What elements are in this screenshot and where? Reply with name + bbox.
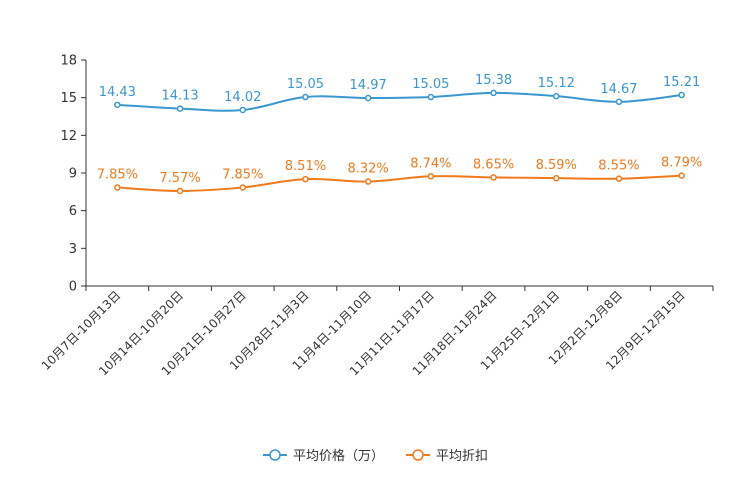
legend: 平均价格（万） 平均折扣 <box>263 448 488 464</box>
data-point[interactable] <box>615 175 623 182</box>
series-2: 7.85% 7.57% 7.85% 8.51% 8.32% 8.74% 8.65% 8.59%… <box>97 156 702 195</box>
data-point[interactable] <box>176 105 184 112</box>
data-label: 8.32% <box>347 162 388 177</box>
y-tick-label: 6 <box>69 204 77 219</box>
series-1: 14.43 14.13 14.02 15.05 14.97 15.05 15.38 15.12… <box>99 73 700 114</box>
y-tick-label: 0 <box>69 280 77 295</box>
legend-marker-icon <box>412 449 424 461</box>
data-point[interactable] <box>678 91 685 99</box>
data-point[interactable] <box>427 93 435 101</box>
data-point[interactable] <box>364 94 372 102</box>
legend-label: 平均价格（万） <box>293 448 384 464</box>
data-label: 14.13 <box>161 89 198 104</box>
data-label: 8.59% <box>536 158 577 173</box>
data-label: 7.57% <box>159 171 200 186</box>
data-point[interactable] <box>553 174 560 182</box>
y-tick-label: 18 <box>60 54 77 69</box>
data-label: 8.51% <box>285 159 326 174</box>
y-tick-label: 12 <box>60 129 77 144</box>
data-point[interactable] <box>490 89 497 97</box>
data-point[interactable] <box>176 187 184 195</box>
data-label: 15.12 <box>538 76 575 91</box>
series-layer: 14.43 14.13 14.02 15.05 14.97 15.05 15.38 15.12… <box>97 73 702 195</box>
data-label: 8.55% <box>598 159 639 174</box>
data-point[interactable] <box>114 184 121 191</box>
legend-label: 平均折扣 <box>436 449 488 464</box>
data-point[interactable] <box>490 174 497 181</box>
y-tick-label: 15 <box>60 91 77 106</box>
y-tick-label: 3 <box>69 242 77 257</box>
data-point[interactable] <box>364 178 372 185</box>
data-label: 14.67 <box>600 82 637 97</box>
data-label: 14.43 <box>99 85 136 100</box>
data-point[interactable] <box>615 98 623 106</box>
data-point[interactable] <box>678 172 685 179</box>
data-label: 15.05 <box>412 77 449 92</box>
data-label: 15.38 <box>475 73 512 88</box>
data-label: 8.65% <box>473 157 514 172</box>
series-line <box>117 174 682 192</box>
data-point[interactable] <box>239 184 246 191</box>
data-point[interactable] <box>239 106 246 114</box>
legend-marker-icon <box>269 449 281 461</box>
data-point[interactable] <box>427 173 435 180</box>
data-label: 15.05 <box>287 77 324 92</box>
data-point[interactable] <box>302 93 309 101</box>
legend-item-1[interactable]: 平均价格（万） <box>263 448 384 464</box>
data-label: 7.85% <box>97 167 138 182</box>
legend-item-2[interactable]: 平均折扣 <box>406 449 488 464</box>
data-point[interactable] <box>114 101 121 109</box>
y-tick-label: 9 <box>69 167 77 182</box>
data-label: 14.02 <box>224 90 261 105</box>
data-label: 7.85% <box>222 167 263 182</box>
data-label: 8.79% <box>661 156 702 171</box>
series-line <box>117 91 682 112</box>
data-label: 8.74% <box>410 156 451 171</box>
data-label: 14.97 <box>350 78 387 93</box>
data-label: 15.21 <box>663 75 700 90</box>
data-point[interactable] <box>302 175 309 183</box>
data-point[interactable] <box>553 92 560 100</box>
